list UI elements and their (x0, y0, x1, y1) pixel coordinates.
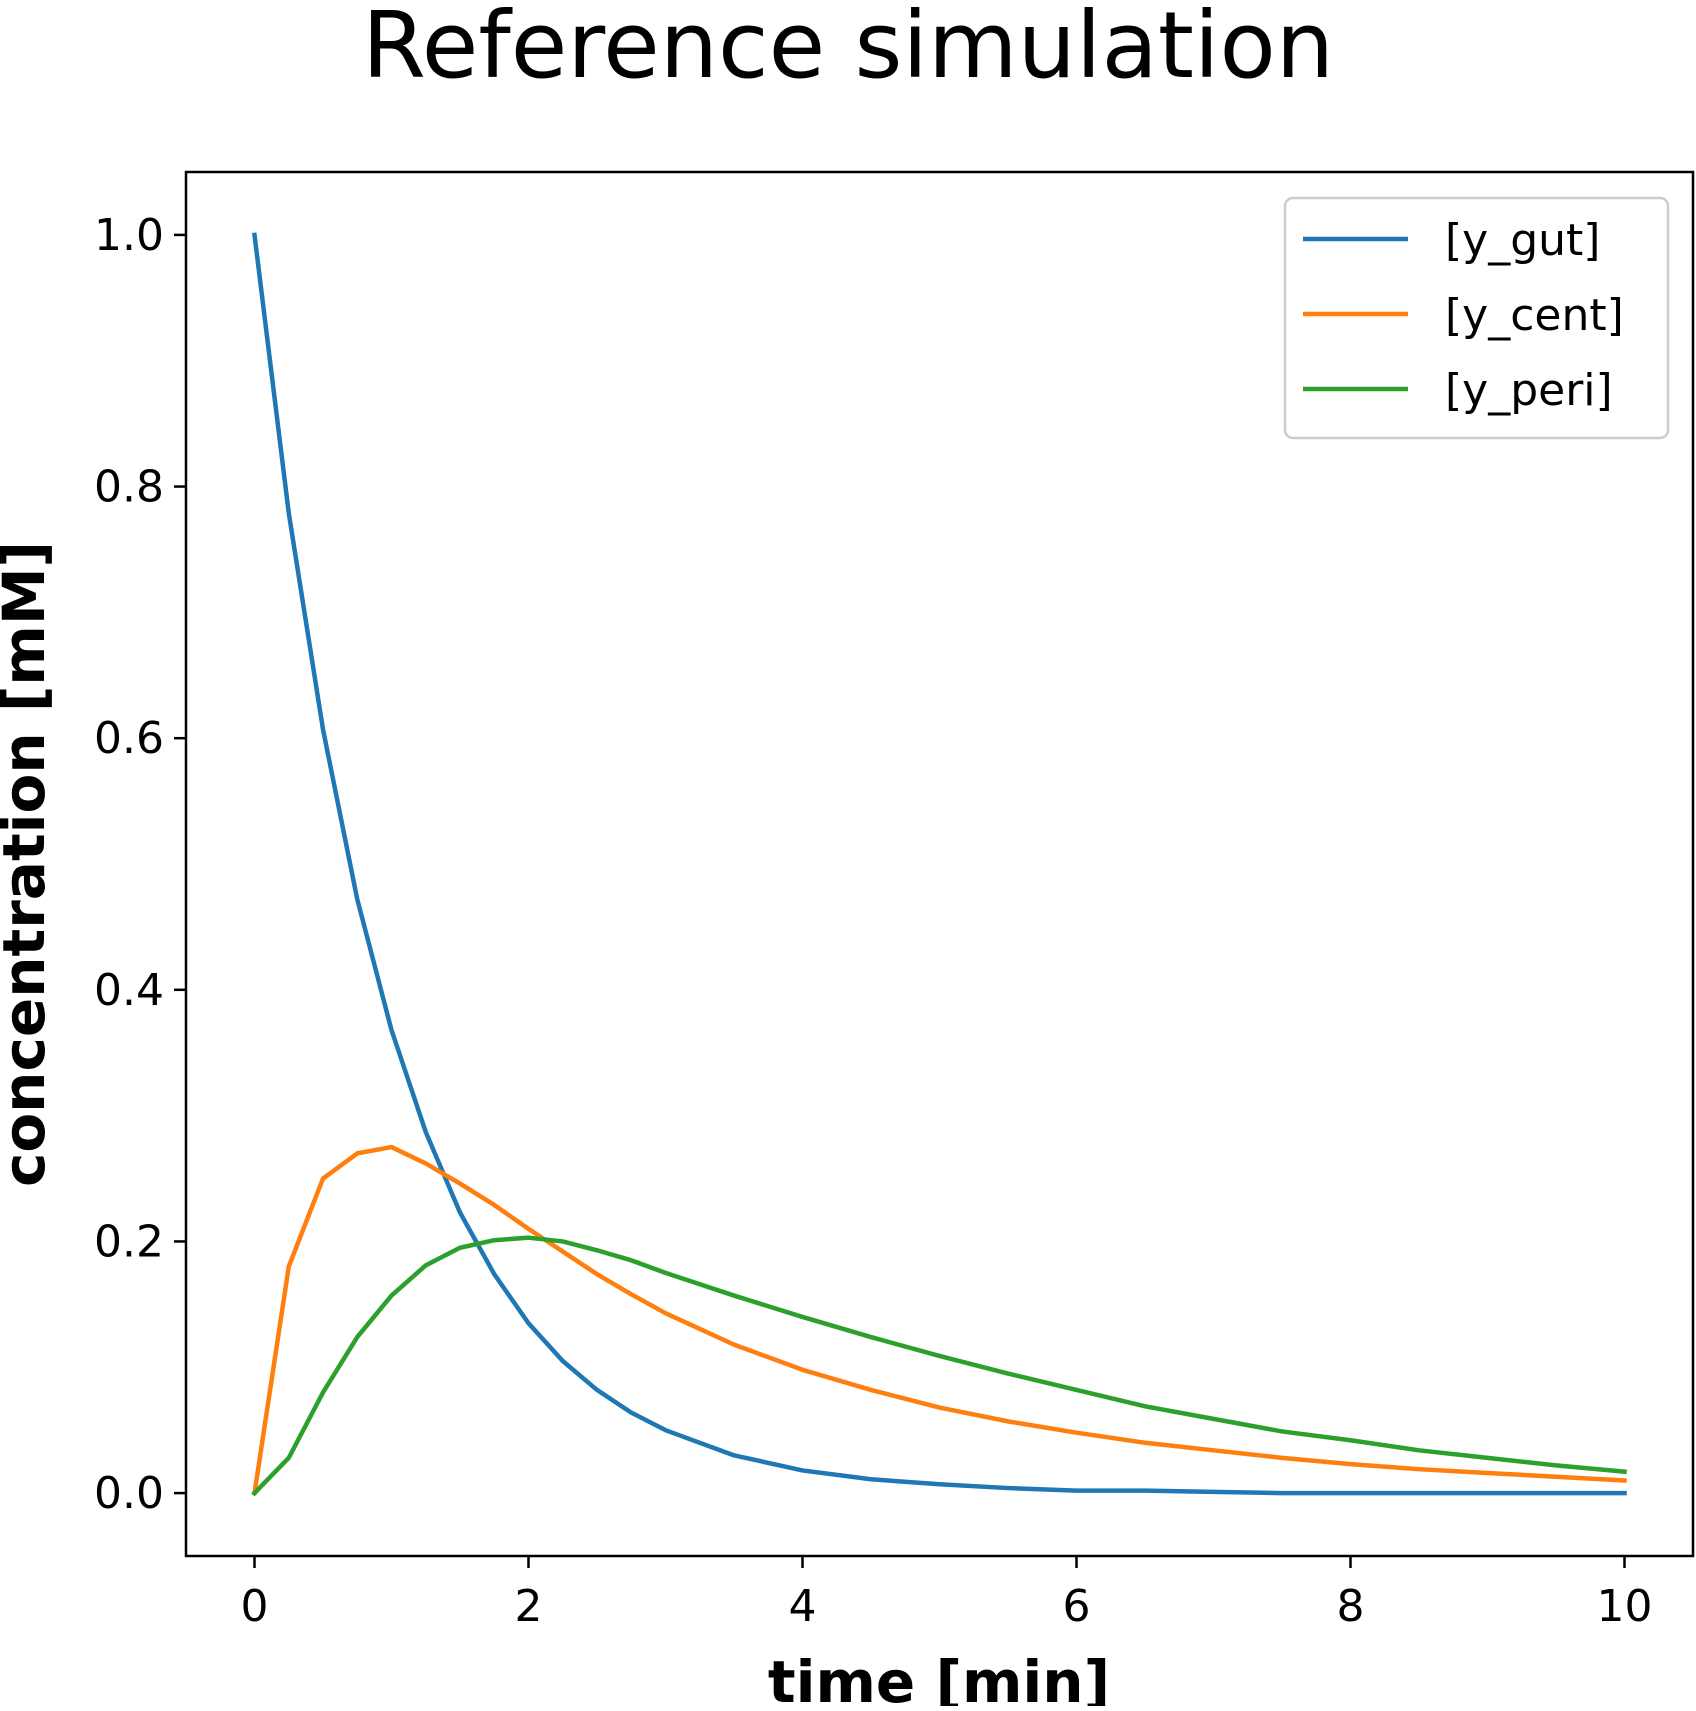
series-line-y-peri (251, 1235, 1627, 1497)
x-tick-label: 4 (789, 1581, 817, 1632)
x-tick-label: 6 (1063, 1581, 1091, 1632)
series-line-y-gut (251, 232, 1627, 1496)
series-line-y-cent (251, 1144, 1627, 1496)
y-axis-label: concentration [mM] (0, 541, 58, 1187)
legend-label-y-peri: [y_peri] (1445, 365, 1613, 416)
chart-title: Reference simulation (362, 0, 1334, 99)
legend: [y_gut] [y_cent] [y_peri] (1283, 196, 1670, 440)
y-axis-ticks: 0.0 0.2 0.4 0.6 0.8 1.0 (94, 210, 186, 1519)
plot-frame (184, 170, 1695, 1558)
plot-area: 0 2 4 6 8 10 0.0 0.2 0.4 0.6 0.8 1.0 (94, 170, 1695, 1632)
x-axis-ticks: 0 2 4 6 8 10 (241, 1556, 1653, 1632)
y-tick-label: 1.0 (94, 210, 164, 261)
legend-label-y-gut: [y_gut] (1445, 215, 1600, 266)
y-tick-label: 0.8 (94, 462, 164, 513)
x-tick-label: 10 (1597, 1581, 1653, 1632)
x-axis-label: time [min] (768, 1648, 1110, 1706)
legend-frame (1283, 196, 1670, 440)
legend-entries: [y_gut] [y_cent] [y_peri] (1303, 215, 1624, 416)
legend-label-y-cent: [y_cent] (1445, 290, 1624, 341)
series-lines (251, 232, 1627, 1497)
y-tick-label: 0.2 (94, 1216, 164, 1267)
y-tick-label: 0.0 (94, 1468, 164, 1519)
x-tick-label: 2 (515, 1581, 543, 1632)
y-tick-label: 0.6 (94, 713, 164, 764)
x-tick-label: 8 (1337, 1581, 1365, 1632)
y-tick-label: 0.4 (94, 965, 164, 1016)
x-tick-label: 0 (241, 1581, 269, 1632)
